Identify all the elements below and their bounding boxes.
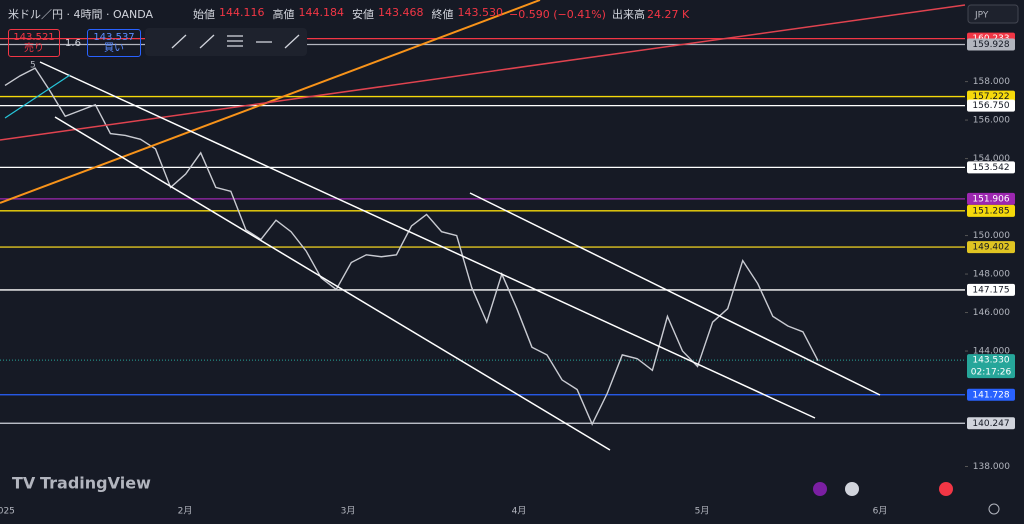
price-label-bg — [967, 283, 1015, 296]
symbol[interactable]: 米ドル／円 · 4時間 · OANDA — [8, 8, 153, 21]
settings-icon[interactable] — [988, 503, 1000, 515]
price-line — [4, 67, 819, 426]
price-label: 156.750 — [972, 101, 1009, 111]
channel-line — [54, 116, 611, 451]
ohlc-label: 高値 — [272, 8, 295, 21]
y-tick-label: 154.000 — [973, 154, 1010, 164]
event-icon[interactable] — [939, 482, 953, 496]
volume-label: 出来高 — [611, 8, 645, 21]
ohlc-value: 143.468 — [378, 6, 424, 19]
volume: 24.27 K — [646, 7, 690, 21]
price-label: 140.247 — [972, 419, 1009, 429]
event-icon[interactable] — [813, 482, 827, 496]
countdown: 02:17:26 — [971, 368, 1012, 378]
labels-layer: 138.000 144.000 146.000 148.000 150.000 154.0… — [0, 32, 1015, 517]
currency-button[interactable] — [967, 4, 1019, 24]
buy-button[interactable]: 143.537 買い — [87, 29, 141, 57]
change: −0.590 (−0.41%) — [509, 7, 606, 21]
sell-label[interactable]: 売り — [24, 43, 44, 54]
price-label: 153.542 — [972, 163, 1009, 173]
x-tick-label: 2月 — [178, 506, 193, 517]
price-label: 151.906 — [972, 194, 1009, 204]
spread: 1.6 — [65, 38, 81, 49]
price-label: 157.222 — [972, 92, 1009, 102]
x-tick-label: 5月 — [695, 506, 710, 517]
ohlc-label: 始値 — [193, 8, 215, 21]
price-label-bg — [967, 241, 1015, 254]
price-label: 147.175 — [972, 285, 1009, 295]
price-label: 159.928 — [972, 40, 1009, 50]
x-tick-label: 6月 — [873, 506, 888, 517]
price-label-bg — [967, 354, 1015, 379]
x-tick-label: 3月 — [341, 506, 356, 517]
ohlc-label: 安値 — [352, 8, 374, 21]
price-label: 143.530 — [972, 356, 1009, 366]
price-label-bg — [967, 192, 1015, 205]
y-tick-label: 146.000 — [973, 308, 1010, 318]
price-label-bg — [967, 38, 1015, 51]
ohlc-value: 144.184 — [298, 6, 345, 19]
ohlc: 始値 144.116 高値 144.184 安値 143.468 終値 143.530 — [189, 6, 503, 22]
brand: TradingView — [40, 474, 151, 493]
ohlc-value: 144.116 — [219, 6, 265, 19]
channel-line — [39, 61, 816, 419]
event-icon[interactable] — [845, 482, 859, 496]
price-label-bg — [967, 90, 1015, 103]
price-label-bg — [967, 417, 1015, 430]
ohlc-label: 終値 — [431, 8, 454, 21]
toolbar-icons[interactable] — [171, 34, 300, 49]
price-label-bg — [967, 99, 1015, 112]
buy-label[interactable]: 買い — [104, 43, 124, 54]
y-tick-label: 138.000 — [973, 462, 1010, 472]
price-label-bg — [967, 161, 1015, 174]
ohlc-value: 143.530 — [457, 6, 504, 19]
price-label-bg — [967, 388, 1015, 401]
y-tick-label: 156.000 — [973, 116, 1010, 126]
x-tick-label: 2025 — [0, 507, 15, 517]
indicator-count[interactable]: 5 — [30, 61, 36, 71]
price-label: 151.285 — [972, 206, 1009, 216]
trend-line — [4, 74, 71, 119]
buy-price[interactable]: 143.537 — [93, 32, 135, 43]
currency[interactable]: JPY — [974, 11, 989, 21]
trend-line — [0, 4, 966, 141]
y-tick-label: 148.000 — [973, 270, 1010, 280]
drawing-toolbar[interactable] — [145, 28, 307, 56]
channel-line — [469, 192, 881, 396]
x-tick-label: 4月 — [512, 506, 527, 517]
header: 米ドル／円 · 4時間 · OANDA 始値 144.116 高値 144.184 安値… — [8, 6, 689, 22]
price-label-bg — [967, 204, 1015, 217]
price-label: 149.402 — [972, 243, 1009, 253]
brand-logo: TV — [12, 474, 36, 493]
sell-button[interactable]: 143.521 売り — [8, 29, 60, 57]
price-scale-bg — [965, 0, 1024, 524]
y-tick-label: 158.000 — [973, 77, 1010, 87]
y-tick-label: 150.000 — [973, 231, 1010, 241]
price-label: 141.728 — [972, 390, 1009, 400]
sell-price[interactable]: 143.521 — [13, 32, 55, 43]
y-tick-label: 144.000 — [973, 347, 1010, 357]
